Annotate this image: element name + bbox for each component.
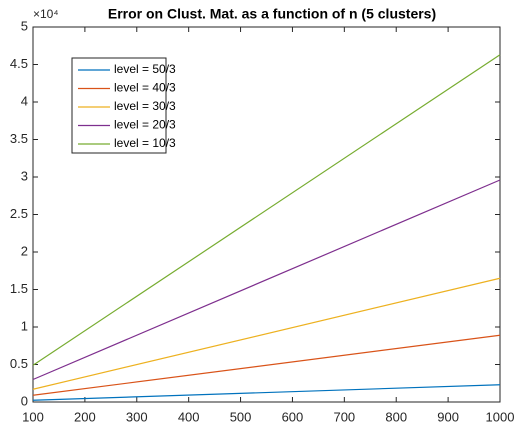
y-tick-label: 3.5 (10, 131, 28, 146)
x-tick-label: 1000 (486, 409, 515, 424)
y-tick-label: 0.5 (10, 356, 28, 371)
x-tick-label: 400 (178, 409, 200, 424)
legend-label: level = 50/3 (114, 62, 176, 76)
x-tick-label: 200 (74, 409, 96, 424)
y-tick-label: 4.5 (10, 56, 28, 71)
series-line (32, 179, 501, 381)
chart-title: Error on Clust. Mat. as a function of n … (108, 6, 436, 22)
x-tick-label: 900 (437, 409, 459, 424)
legend-label: level = 40/3 (114, 81, 176, 95)
x-tick-label: 300 (126, 409, 148, 424)
y-tick-label: 4 (21, 93, 28, 108)
x-tick-label: 500 (230, 409, 252, 424)
legend-label: level = 20/3 (114, 118, 176, 132)
y-tick-label: 0 (21, 393, 28, 408)
x-tick-label: 600 (282, 409, 304, 424)
legend-box (71, 57, 167, 154)
y-tick-label: 1 (21, 318, 28, 333)
legend-label: level = 30/3 (114, 99, 176, 113)
x-tick-label: 100 (22, 409, 44, 424)
y-multiplier: ×10⁴ (33, 7, 59, 21)
y-tick-label: 2 (21, 243, 28, 258)
y-tick-label: 1.5 (10, 281, 28, 296)
y-tick-label: 5 (21, 18, 28, 33)
y-tick-label: 3 (21, 168, 28, 183)
series-line (32, 54, 501, 366)
series-line (32, 384, 501, 401)
series-line (32, 277, 501, 390)
x-tick-label: 800 (385, 409, 407, 424)
series-line (32, 334, 501, 396)
y-tick-label: 2.5 (10, 206, 28, 221)
x-tick-label: 700 (333, 409, 355, 424)
legend-label: level = 10/3 (114, 136, 176, 150)
